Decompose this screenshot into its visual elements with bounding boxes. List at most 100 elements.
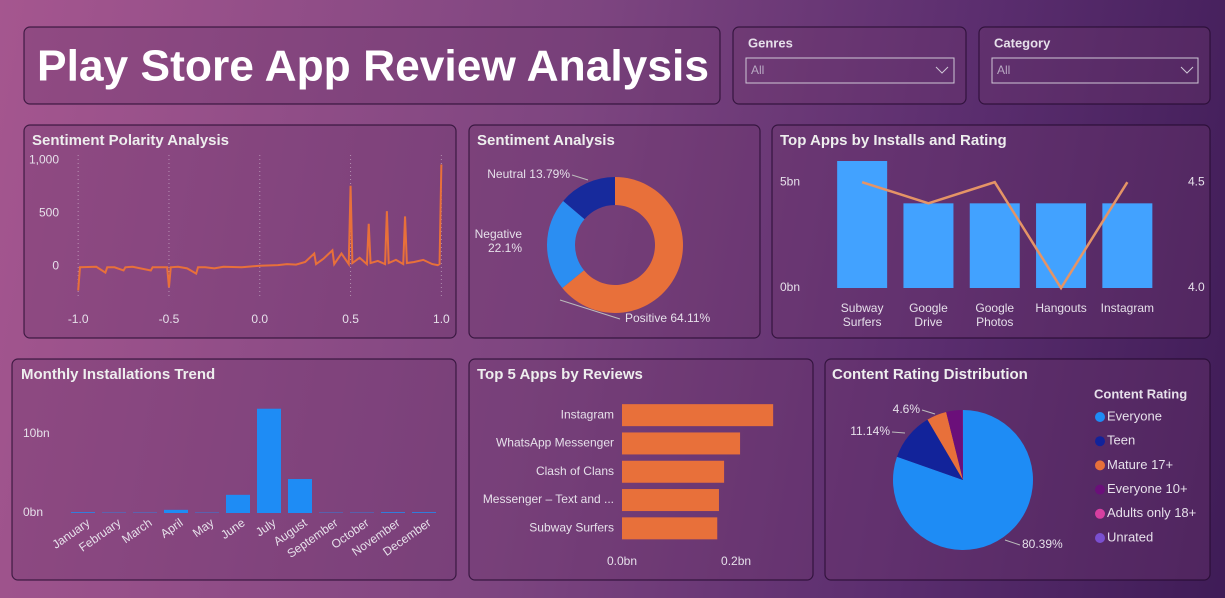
bar <box>903 203 954 288</box>
legend-label: Adults only 18+ <box>1107 505 1196 520</box>
bar <box>622 517 718 540</box>
dropdown-value[interactable]: All <box>751 63 764 77</box>
leader-line <box>891 431 906 434</box>
y-tick-label: 10bn <box>23 426 50 440</box>
y-tick-label: 500 <box>39 205 59 219</box>
y-tick-label: 0 <box>52 258 59 272</box>
y2-tick-label: 4.0 <box>1188 280 1205 294</box>
line <box>861 180 1129 291</box>
chart-panel <box>23 124 457 339</box>
page-title: Play Store App Review Analysis <box>37 42 709 91</box>
slice-label: Neutral 13.79% <box>487 167 570 181</box>
bar <box>1036 203 1087 288</box>
x-tick-label: 1.0 <box>433 312 450 326</box>
value-label: 11.14% <box>850 424 890 438</box>
leader-line <box>559 299 621 320</box>
bar <box>622 432 741 455</box>
x-tick-label: 0.0 <box>251 312 268 326</box>
x-tick-label: Hangouts <box>1035 301 1087 315</box>
legend-title: Content Rating <box>1094 386 1187 401</box>
leader-line <box>1004 539 1021 546</box>
x-tick-label: 0.5 <box>342 312 359 326</box>
donut-slice <box>563 177 615 220</box>
bar <box>412 512 436 513</box>
y-tick-label: Clash of Clans <box>536 464 614 478</box>
y2-tick-label: 4.5 <box>1188 174 1205 188</box>
x-tick-label: Subway Surfers <box>840 301 884 329</box>
y-tick-label: Subway Surfers <box>529 521 614 535</box>
donut-slice <box>547 200 585 288</box>
y-tick-label: 5bn <box>780 174 800 188</box>
legend-label: Mature 17+ <box>1107 457 1173 472</box>
legend-label: Everyone <box>1107 408 1162 423</box>
slice-label: Positive 64.11% <box>625 311 711 325</box>
dropdown-value[interactable]: All <box>997 63 1010 77</box>
filter-label: Genres <box>748 35 793 50</box>
y-tick-label: 1,000 <box>29 152 59 166</box>
filter-label: Category <box>994 35 1051 50</box>
chart-title: Top 5 Apps by Reviews <box>477 366 643 383</box>
dropdown[interactable] <box>991 57 1199 84</box>
chart-panel <box>468 124 761 339</box>
value-label: 80.39% <box>1022 537 1063 551</box>
x-tick-label: Google Photos <box>975 301 1015 329</box>
value-label: 4.6% <box>893 402 921 416</box>
y-tick-label: WhatsApp Messenger <box>496 436 614 450</box>
x-tick-label: -1.0 <box>68 312 89 326</box>
legend-swatch <box>1095 412 1105 422</box>
chevron[interactable] <box>935 66 949 74</box>
y-tick-label: Instagram <box>561 407 614 421</box>
pie-slice <box>893 410 1033 551</box>
x-tick-label: 0.2bn <box>721 554 751 568</box>
bar <box>1102 203 1153 288</box>
bar <box>381 512 405 513</box>
bar <box>969 203 1020 288</box>
legend-swatch <box>1095 533 1105 543</box>
value-label: 13.79% <box>529 167 570 181</box>
bar <box>837 161 888 288</box>
donut-slice <box>562 177 683 313</box>
slice-label: Negative 22.1% <box>475 227 523 255</box>
category-label: Neutral <box>487 167 526 181</box>
bar <box>226 494 250 513</box>
dropdown[interactable] <box>745 57 955 84</box>
y-tick-label: 0bn <box>780 280 800 294</box>
pie-slice <box>896 419 963 480</box>
line <box>77 164 443 291</box>
legend-swatch <box>1095 436 1105 447</box>
bar <box>164 509 188 513</box>
legend-label: Teen <box>1107 433 1135 448</box>
value-label: 22.1% <box>488 241 522 255</box>
chart-title: Sentiment Polarity Analysis <box>32 132 229 149</box>
x-tick-label: 0.0bn <box>607 554 637 568</box>
chevron[interactable] <box>1180 66 1194 74</box>
bar <box>257 408 281 513</box>
value-label: 64.11% <box>670 311 710 325</box>
x-tick-label: Instagram <box>1100 301 1155 315</box>
bar <box>622 489 719 512</box>
x-tick-label: -0.5 <box>159 312 180 326</box>
legend-label: Unrated <box>1107 529 1153 544</box>
y-tick-label: Messenger – Text and ... <box>483 492 614 506</box>
chart-panel <box>11 358 457 581</box>
pie-slice <box>946 410 963 480</box>
legend-swatch <box>1095 508 1105 519</box>
legend-swatch <box>1095 460 1105 471</box>
category-label: Positive <box>625 311 667 325</box>
legend-label: Everyone 10+ <box>1107 481 1188 496</box>
x-tick-label: Google Drive <box>909 301 948 329</box>
leader-line <box>921 409 936 415</box>
legend-swatch <box>1095 484 1105 495</box>
title-panel <box>23 26 721 105</box>
chart-title: Top Apps by Installs and Rating <box>780 132 1007 149</box>
bar <box>288 479 312 513</box>
pie-slice <box>927 412 963 480</box>
filter-panel <box>978 26 1211 105</box>
y-tick-label: 0bn <box>23 505 43 519</box>
chart-title: Sentiment Analysis <box>477 132 615 149</box>
chart-title: Content Rating Distribution <box>832 366 1028 383</box>
chart-title: Monthly Installations Trend <box>21 366 215 383</box>
bar <box>622 404 774 427</box>
